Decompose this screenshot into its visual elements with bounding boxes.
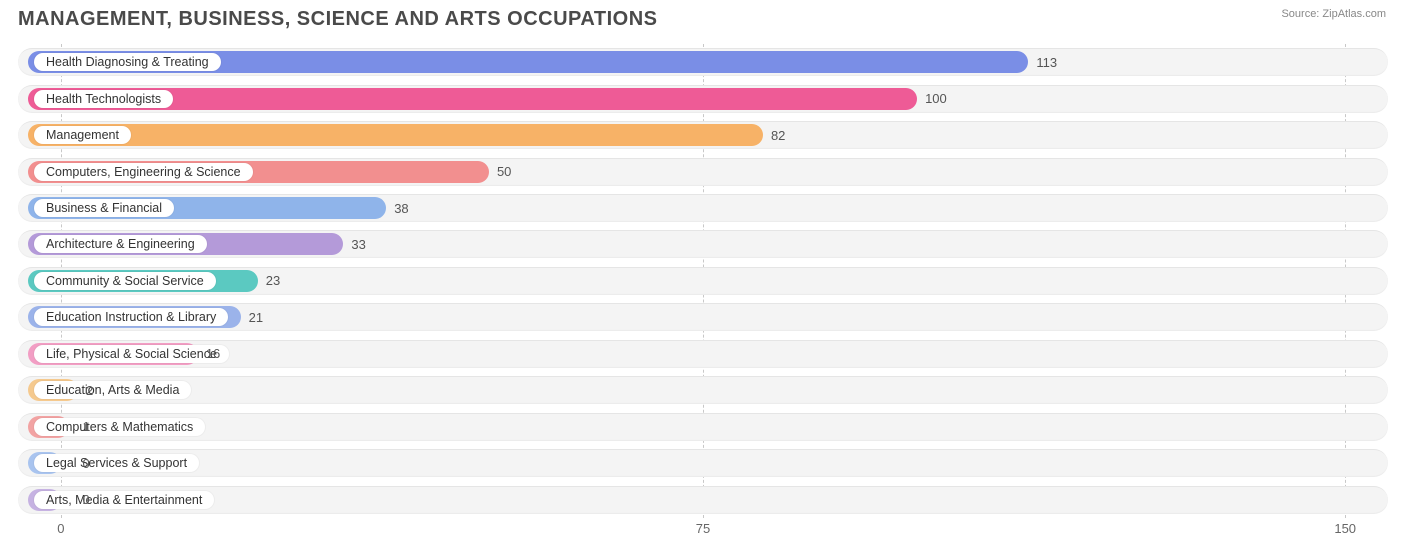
bar-row: Health Diagnosing & Treating 113	[18, 48, 1388, 76]
bar-row: Arts, Media & Entertainment0	[18, 486, 1388, 514]
bar-category-label: Architecture & Engineering	[34, 235, 207, 253]
bar-value-label: 38	[386, 194, 408, 222]
bar-value-label: 50	[489, 158, 511, 186]
bar-category-label: Community & Social Service	[34, 272, 216, 290]
bar-category-label: Business & Financial	[34, 199, 174, 217]
bar-value-label: 113	[1028, 48, 1057, 76]
bar-category-label: Education Instruction & Library	[34, 308, 228, 326]
x-tick-label: 75	[696, 521, 710, 536]
x-tick-label: 150	[1334, 521, 1356, 536]
bar-category-label: Education, Arts & Media	[34, 381, 191, 399]
bar-category-label: Computers, Engineering & Science	[34, 163, 253, 181]
bar-row: Life, Physical & Social Science16	[18, 340, 1388, 368]
bar-chart: 075150Health Diagnosing & Treating113Hea…	[18, 44, 1388, 536]
bar-row: Computers, Engineering & Science 50	[18, 158, 1388, 186]
bar-row: Education, Arts & Media2	[18, 376, 1388, 404]
bar-category-label: Health Technologists	[34, 90, 173, 108]
bar-row: Health Technologists 100	[18, 85, 1388, 113]
bar-row: Legal Services & Support0	[18, 449, 1388, 477]
bar-value-label: 0	[75, 449, 90, 477]
bar-category-label: Management	[34, 126, 131, 144]
bar-category-label: Health Diagnosing & Treating	[34, 53, 221, 71]
bar-value-label: 23	[258, 267, 280, 295]
bar	[28, 124, 763, 146]
bar-value-label: 16	[198, 340, 220, 368]
bar-row: Community & Social Service 23	[18, 267, 1388, 295]
bar-value-label: 21	[241, 303, 263, 331]
bar-track	[18, 376, 1388, 404]
source-attribution: Source: ZipAtlas.com	[1281, 8, 1386, 20]
bar-value-label: 0	[75, 486, 90, 514]
bar-category-label: Computers & Mathematics	[34, 418, 205, 436]
bar-row: Computers & Mathematics1	[18, 413, 1388, 441]
bar-category-label: Legal Services & Support	[34, 454, 199, 472]
bar-value-label: 33	[343, 230, 365, 258]
page-title: MANAGEMENT, BUSINESS, SCIENCE AND ARTS O…	[18, 8, 657, 31]
bar-value-label: 82	[763, 121, 785, 149]
bar-row: Architecture & Engineering 33	[18, 230, 1388, 258]
bar-row: Business & Financial 38	[18, 194, 1388, 222]
bar-track	[18, 486, 1388, 514]
x-tick-label: 0	[57, 521, 64, 536]
bar-value-label: 100	[917, 85, 947, 113]
bar-track	[18, 413, 1388, 441]
bar-value-label: 2	[78, 376, 93, 404]
bar-category-label: Arts, Media & Entertainment	[34, 491, 214, 509]
bar-row: Education Instruction & Library 21	[18, 303, 1388, 331]
bar-row: Management 82	[18, 121, 1388, 149]
bar-track	[18, 449, 1388, 477]
bar-value-label: 1	[75, 413, 90, 441]
